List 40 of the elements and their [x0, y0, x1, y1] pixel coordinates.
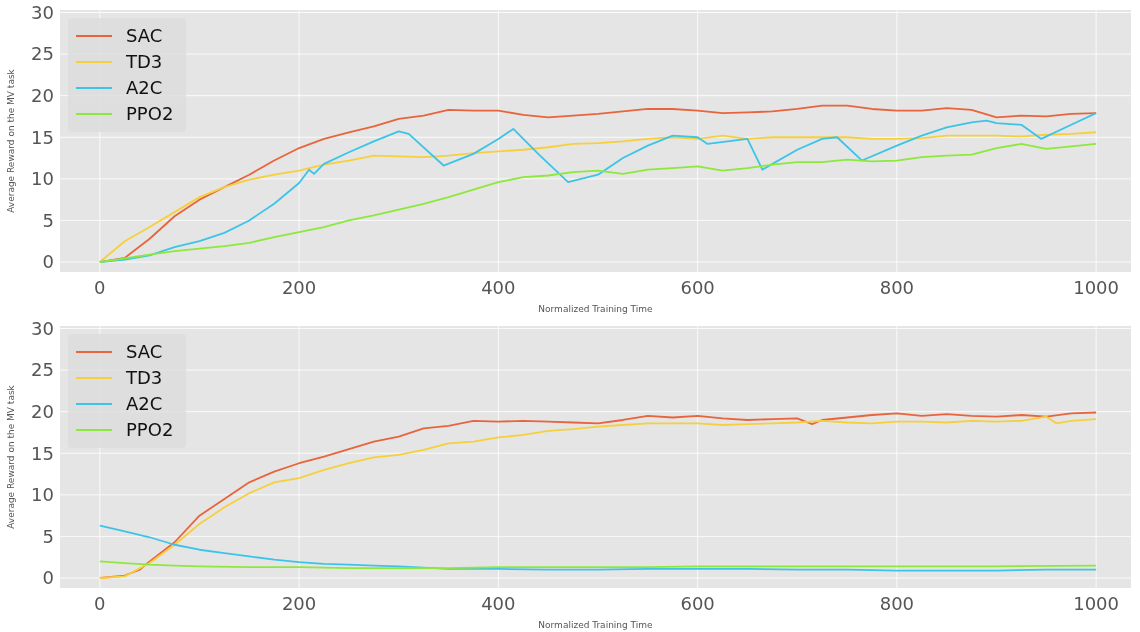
legend-label: PPO2	[126, 419, 174, 441]
line-series	[98, 560, 1098, 569]
legend-label: TD3	[125, 367, 163, 389]
line-series	[98, 524, 1098, 572]
x-axis-title: Normalized Training Time	[538, 304, 654, 314]
legend-label: A2C	[126, 77, 163, 99]
x-tick-label: 200	[281, 593, 317, 614]
y-axis-title: Average Reward on the MV task	[6, 384, 16, 529]
y-tick-label: 10	[31, 484, 54, 506]
x-tick-label: 400	[481, 593, 516, 614]
y-tick-label: 20	[31, 84, 54, 106]
y-tick-label: 20	[31, 400, 54, 422]
y-tick-label: 5	[42, 209, 54, 231]
y-tick-label: 30	[31, 1, 54, 23]
x-tick-label: 600	[680, 277, 715, 298]
x-tick-label: 800	[879, 277, 915, 298]
legend-label: TD3	[125, 51, 163, 73]
y-axis-title: Average Reward on the MV task	[6, 68, 16, 213]
x-tick-label: 200	[281, 277, 317, 298]
legend-label: PPO2	[126, 103, 174, 125]
x-tick-label: 400	[481, 277, 516, 298]
y-tick-label: 0	[42, 567, 54, 589]
y-tick-label: 5	[42, 525, 54, 547]
x-tick-label: 600	[680, 593, 715, 614]
y-tick-label: 25	[31, 43, 54, 65]
x-tick-label: 1000	[1073, 593, 1120, 614]
y-tick-label: 15	[31, 442, 54, 464]
x-tick-label: 1000	[1073, 277, 1120, 298]
legend-label: SAC	[126, 341, 163, 363]
x-tick-label: 0	[94, 593, 106, 614]
y-tick-label: 15	[31, 126, 54, 148]
y-tick-label: 30	[31, 317, 54, 339]
x-tick-label: 0	[94, 277, 106, 298]
legend-label: A2C	[126, 393, 163, 415]
x-axis-title: Normalized Training Time	[538, 620, 654, 630]
legend-label: SAC	[126, 25, 163, 47]
y-tick-label: 25	[31, 359, 54, 381]
y-tick-label: 0	[42, 251, 54, 273]
y-tick-label: 10	[31, 168, 54, 190]
x-tick-label: 800	[879, 593, 915, 614]
